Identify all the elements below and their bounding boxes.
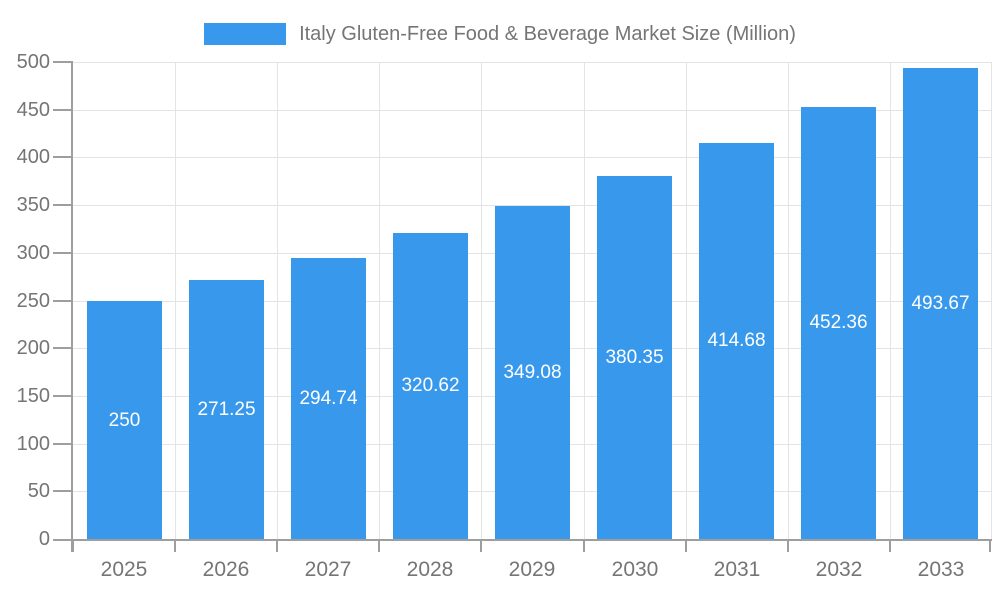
y-axis-tick-label: 400: [16, 146, 50, 168]
bar-value-label: 493.67: [911, 292, 970, 314]
y-axis-tick-label: 150: [16, 385, 50, 407]
x-axis-tick: [583, 539, 585, 552]
h-gridline: [73, 157, 992, 158]
bar-value-label: 452.36: [809, 312, 868, 333]
legend-swatch: [204, 23, 287, 45]
x-axis-tick: [889, 539, 891, 552]
x-axis-tick-label: 2025: [100, 558, 148, 581]
v-gridline: [481, 62, 482, 539]
v-gridline: [991, 62, 992, 539]
h-gridline: [73, 205, 992, 206]
x-axis-tick: [989, 539, 991, 552]
bar: 380.35: [597, 176, 672, 539]
bar-value-label: 414.68: [707, 330, 766, 351]
bar-value-label: 250: [108, 409, 141, 431]
y-axis-tick-label: 50: [27, 480, 50, 502]
y-axis-tick-label: 0: [38, 528, 50, 550]
bar: 250: [87, 301, 162, 540]
bar-value-label: 349.08: [503, 361, 562, 383]
bar: 294.74: [291, 258, 366, 539]
x-axis-tick: [685, 539, 687, 552]
bar-value-label: 320.62: [401, 375, 460, 396]
x-axis-tick-label: 2027: [304, 558, 352, 581]
h-gridline: [73, 110, 992, 111]
y-axis-tick-label: 100: [16, 433, 50, 455]
bar-value-label: 294.74: [299, 387, 358, 409]
legend-label: Italy Gluten-Free Food & Beverage Market…: [299, 22, 796, 45]
v-gridline: [788, 62, 789, 539]
y-axis-tick: [53, 347, 73, 349]
x-axis-tick-label: 2026: [202, 558, 250, 581]
x-axis-tick: [378, 539, 380, 552]
y-axis-tick: [53, 109, 73, 111]
x-axis-tick: [276, 539, 278, 552]
v-gridline: [584, 62, 585, 539]
x-axis-tick-label: 2032: [815, 558, 863, 581]
chart-legend: Italy Gluten-Free Food & Beverage Market…: [0, 19, 1000, 49]
y-axis-tick: [53, 61, 73, 63]
x-axis-tick: [480, 539, 482, 552]
bar-value-label: 380.35: [605, 346, 664, 368]
y-axis-tick: [53, 443, 73, 445]
x-axis-tick-label: 2033: [917, 558, 965, 581]
y-axis-tick-label: 350: [16, 194, 50, 216]
bar: 349.08: [495, 206, 570, 539]
x-axis-tick-label: 2031: [713, 558, 761, 581]
bar: 320.62: [393, 233, 468, 539]
y-axis-tick-label: 500: [16, 51, 50, 73]
bar: 493.67: [903, 68, 978, 539]
v-gridline: [379, 62, 380, 539]
y-axis-tick: [53, 395, 73, 397]
bar-value-label: 271.25: [197, 398, 256, 420]
x-axis-tick-label: 2030: [611, 558, 659, 581]
h-gridline: [73, 62, 992, 63]
v-gridline: [175, 62, 176, 539]
y-axis-tick: [53, 252, 73, 254]
y-axis-tick: [53, 490, 73, 492]
y-axis-tick: [53, 156, 73, 158]
y-axis-tick-label: 450: [16, 99, 50, 121]
bar: 414.68: [699, 143, 774, 539]
x-axis-line: [53, 539, 992, 541]
x-axis-tick-label: 2028: [406, 558, 454, 581]
v-gridline: [277, 62, 278, 539]
y-axis-tick-label: 300: [16, 242, 50, 264]
x-axis-tick: [174, 539, 176, 552]
x-axis-tick: [787, 539, 789, 552]
bar: 271.25: [189, 280, 264, 539]
bar: 452.36: [801, 107, 876, 539]
y-axis-tick-label: 250: [16, 290, 50, 312]
y-axis-tick: [53, 204, 73, 206]
y-axis-line: [71, 62, 73, 552]
y-axis-tick: [53, 300, 73, 302]
x-axis-tick: [72, 539, 74, 552]
y-axis-tick-label: 200: [16, 337, 50, 359]
x-axis-tick-label: 2029: [508, 558, 556, 581]
v-gridline: [686, 62, 687, 539]
v-gridline: [890, 62, 891, 539]
